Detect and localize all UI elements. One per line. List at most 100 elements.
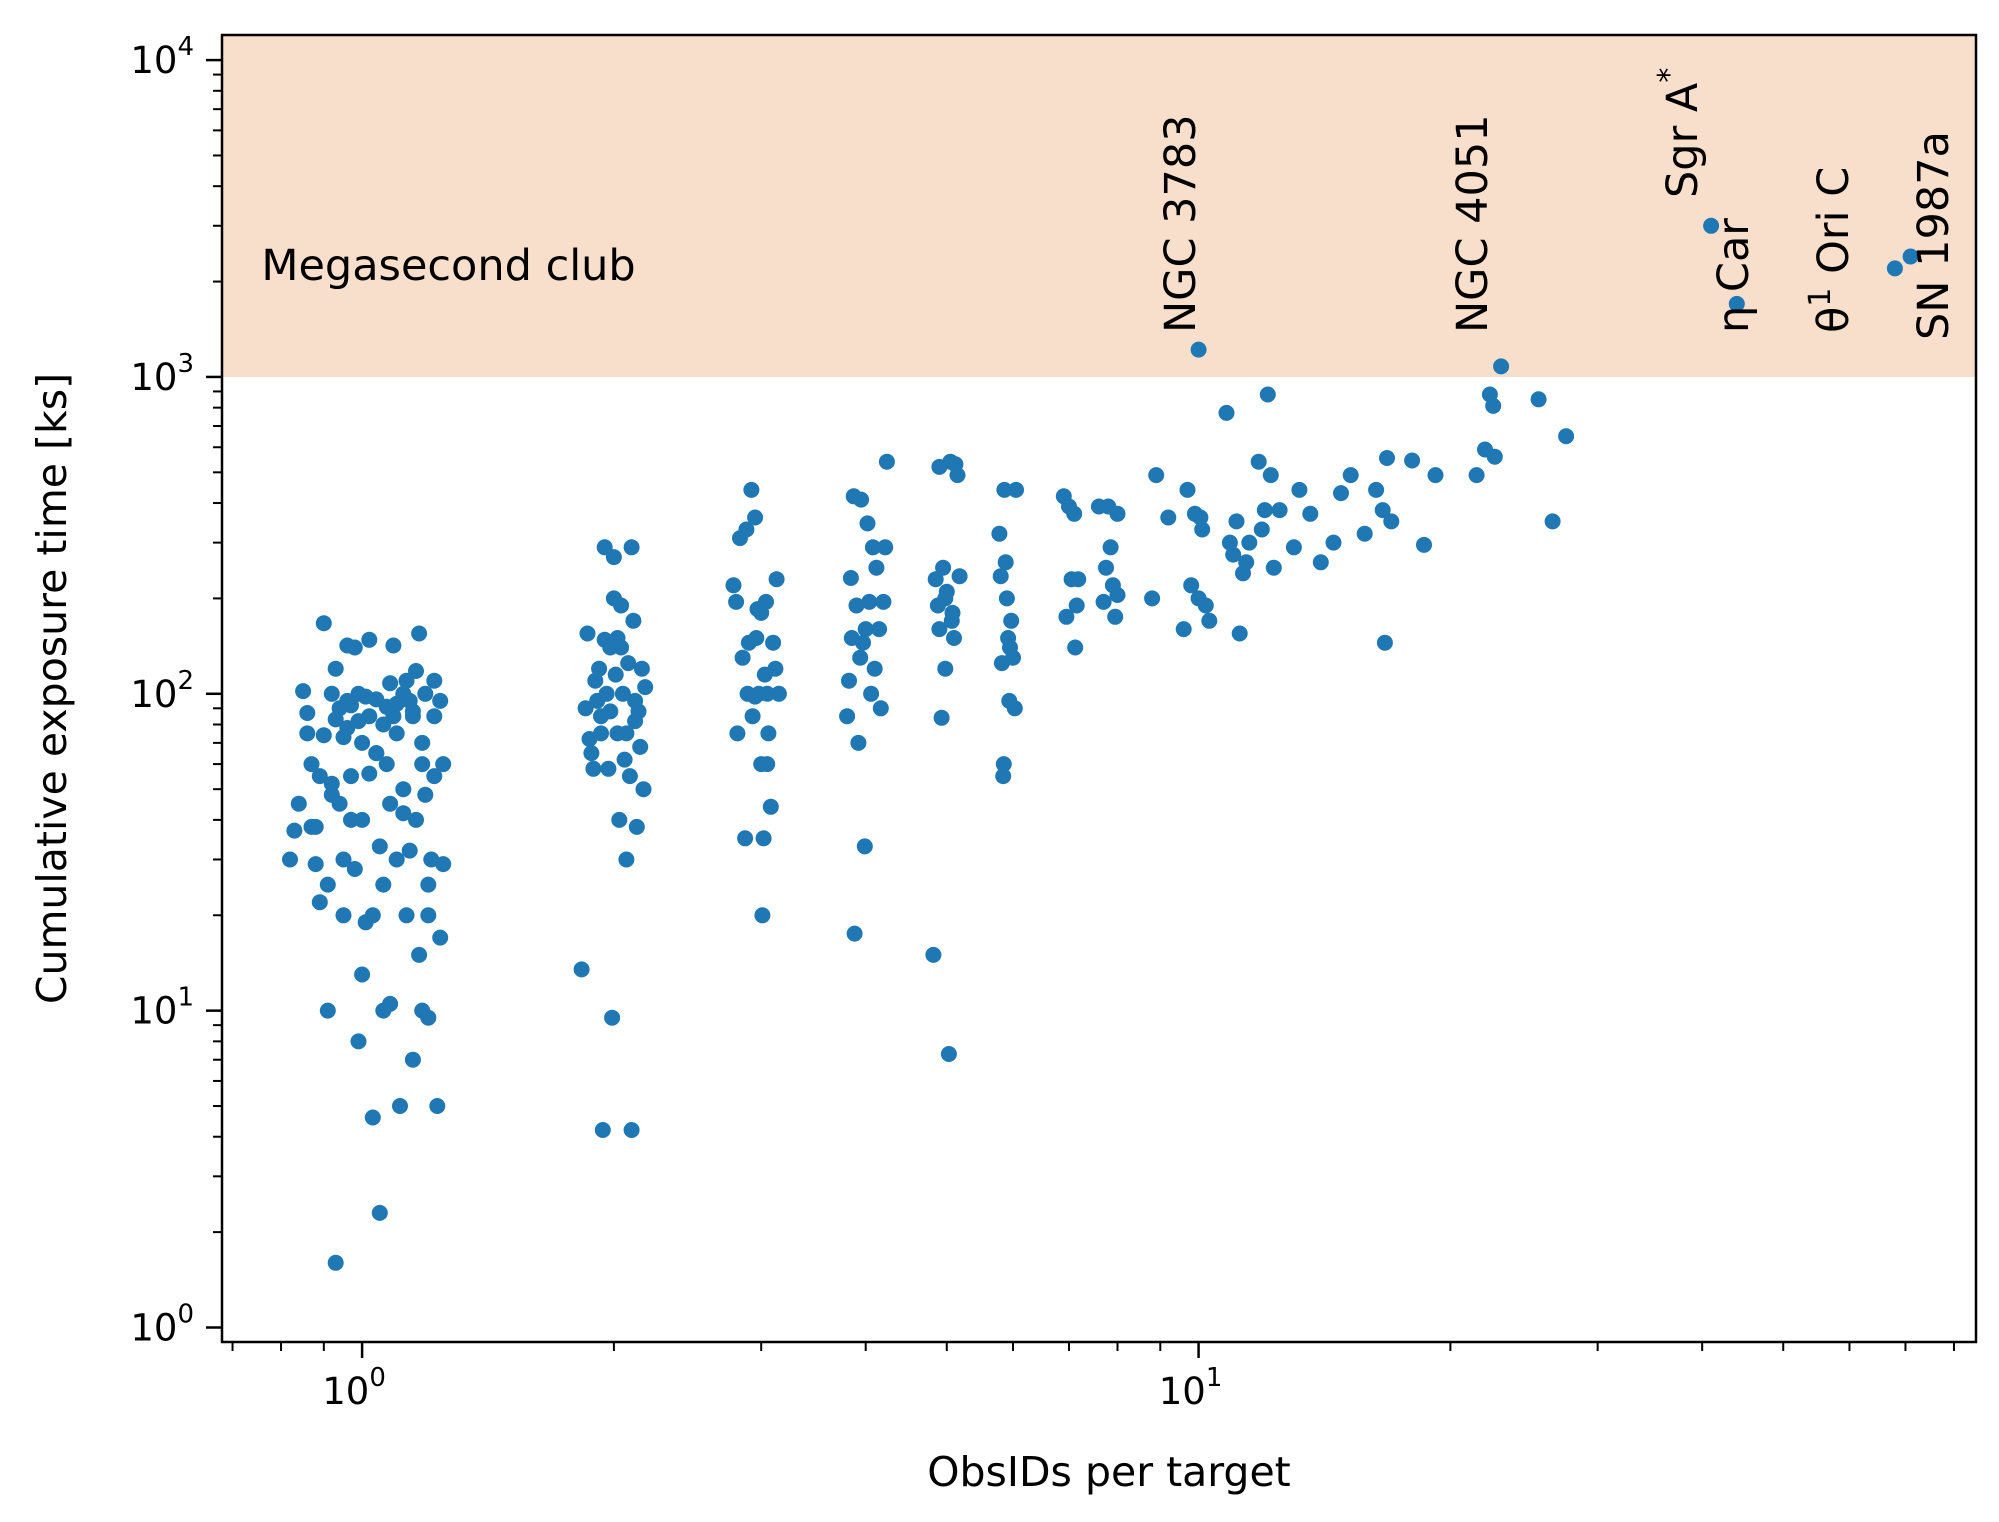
data-point	[432, 692, 449, 709]
data-point	[1262, 467, 1279, 484]
data-point	[848, 597, 865, 614]
data-point	[327, 711, 344, 728]
data-point	[937, 660, 954, 677]
data-points	[282, 386, 1575, 1271]
annotated-point	[1703, 217, 1720, 234]
data-point	[432, 929, 449, 946]
data-point	[1095, 593, 1112, 610]
axes-frame	[220, 33, 1978, 1344]
data-point	[738, 521, 755, 538]
data-point	[315, 615, 332, 632]
data-point	[335, 729, 352, 746]
data-point	[760, 725, 777, 742]
data-point	[1068, 597, 1085, 614]
data-point	[857, 621, 874, 638]
x-axis-ticks: 100 101	[231, 1342, 1955, 1413]
data-point	[1376, 634, 1393, 651]
data-point	[303, 818, 320, 835]
data-point	[1558, 428, 1575, 445]
data-point	[1066, 505, 1083, 522]
data-point	[392, 1098, 408, 1114]
data-point	[944, 604, 961, 621]
annotated-point	[1728, 295, 1745, 312]
x-axis-label: ObsIDs per target	[927, 1448, 1291, 1496]
data-point	[311, 768, 328, 785]
data-point	[429, 1098, 446, 1114]
plot-area	[222, 35, 1976, 1271]
y-tick-label: 103	[130, 349, 194, 399]
y-tick-label: 100	[130, 1300, 194, 1350]
annotation-label: θ1 Ori C	[1803, 167, 1859, 333]
data-point	[878, 453, 895, 470]
data-point	[728, 593, 745, 610]
data-point	[414, 756, 431, 773]
data-point	[996, 481, 1013, 498]
data-point	[625, 612, 642, 629]
data-point	[931, 621, 948, 638]
annotation-label: NGC 3783	[1156, 114, 1206, 333]
data-point	[1468, 467, 1485, 484]
data-point	[408, 811, 424, 828]
annotation-label: SN 1987a	[1909, 131, 1959, 340]
data-point	[614, 685, 631, 702]
data-point	[1228, 513, 1245, 530]
data-point	[1285, 539, 1302, 556]
data-point	[1379, 450, 1395, 466]
data-point	[290, 795, 307, 812]
data-point	[747, 688, 764, 705]
data-point	[1070, 571, 1087, 588]
annotated-point	[1190, 341, 1207, 358]
data-point	[378, 756, 395, 773]
data-point	[729, 725, 746, 742]
x-tick-label: 100	[322, 1363, 386, 1413]
data-point	[1058, 608, 1075, 625]
data-point	[585, 760, 602, 777]
data-point	[1241, 534, 1258, 551]
data-point	[1148, 467, 1165, 484]
data-point	[1416, 536, 1432, 553]
megasecond-club-label: Megasecond club	[261, 241, 635, 291]
data-point	[1067, 639, 1084, 656]
data-point	[1544, 513, 1561, 530]
data-point	[1192, 509, 1209, 526]
data-point	[343, 768, 359, 785]
data-point	[319, 876, 336, 893]
data-point	[1107, 608, 1124, 625]
data-point	[604, 1009, 621, 1026]
data-point	[637, 679, 654, 696]
data-point	[1197, 597, 1214, 614]
data-point	[1485, 397, 1502, 414]
data-point	[627, 713, 644, 730]
data-point	[868, 559, 885, 576]
y-axis-ticks: 100 101 102 103 104	[130, 32, 222, 1350]
megasecond-club-region	[222, 35, 1976, 377]
data-point	[1342, 467, 1359, 484]
annotated-point	[1493, 358, 1510, 375]
data-point	[753, 604, 770, 621]
data-point	[618, 851, 635, 868]
data-point	[331, 795, 348, 812]
data-point	[946, 630, 962, 646]
data-point	[350, 1033, 367, 1050]
data-point	[927, 571, 944, 588]
data-point	[371, 838, 388, 855]
annotation-labels: NGC 3783 NGC 4051 Sgr A*η Car θ1 Ori C SN 19…	[1156, 68, 1959, 340]
data-point	[354, 811, 371, 828]
data-point	[743, 481, 760, 498]
data-point	[1098, 559, 1114, 576]
annotation-label: Sgr A*	[1652, 68, 1708, 198]
data-point	[991, 525, 1008, 542]
data-point	[839, 708, 856, 725]
data-point	[315, 727, 332, 744]
data-point	[335, 907, 352, 924]
data-point	[872, 700, 889, 717]
y-axis-label: Cumulative exposure time [ks]	[28, 373, 76, 1004]
data-point	[951, 568, 968, 585]
data-point	[346, 639, 363, 656]
data-point	[998, 590, 1015, 607]
data-point	[382, 795, 399, 812]
data-point	[587, 672, 604, 689]
data-point	[327, 1254, 344, 1271]
data-point	[744, 708, 761, 725]
data-point	[1008, 481, 1024, 498]
